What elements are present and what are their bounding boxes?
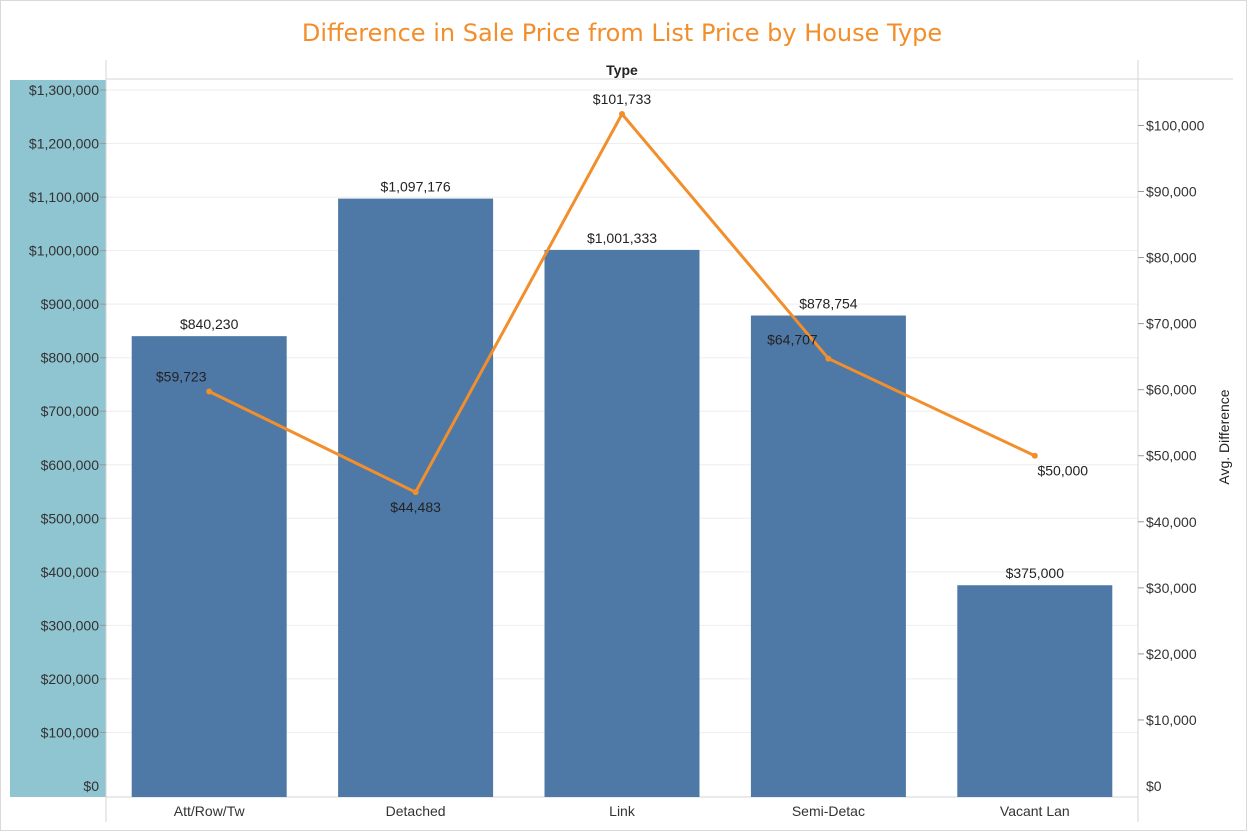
- bar-value-label: $1,097,176: [381, 179, 451, 195]
- line-series: [206, 111, 1038, 496]
- left-tick-label: $900,000: [41, 296, 100, 312]
- right-tick-label: $90,000: [1146, 184, 1197, 200]
- category-labels: Att/Row/Tw Detached Link Semi-Detac Vacant L…: [174, 803, 1070, 819]
- left-tick-label: $500,000: [41, 510, 100, 526]
- left-tick-label: $800,000: [41, 350, 100, 366]
- chart-title: Difference in Sale Price from List Price…: [302, 19, 942, 47]
- bar-value-label: $878,754: [799, 296, 858, 312]
- category-label: Semi-Detac: [792, 803, 865, 819]
- line-value-label: $50,000: [1037, 463, 1088, 479]
- left-tick-label: $400,000: [41, 564, 100, 580]
- right-tick-label: $70,000: [1146, 316, 1197, 332]
- left-tick-label: $300,000: [41, 617, 100, 633]
- category-label: Vacant Lan: [1000, 803, 1070, 819]
- line-value-label: $59,723: [156, 368, 207, 384]
- bar-vacant-lan: [957, 585, 1113, 797]
- right-tick-label: $10,000: [1146, 712, 1197, 728]
- right-tick-label: $80,000: [1146, 250, 1197, 266]
- right-tick-label: $0: [1146, 778, 1162, 794]
- bar-att-row-tw: [131, 336, 287, 797]
- category-label: Att/Row/Tw: [174, 803, 246, 819]
- bar-value-label: $1,001,333: [587, 230, 657, 246]
- left-tick-label: $100,000: [41, 724, 100, 740]
- right-tick-label: $40,000: [1146, 514, 1197, 530]
- left-tick-label: $1,000,000: [29, 243, 99, 259]
- right-tick-label: $50,000: [1146, 448, 1197, 464]
- bar-value-label: $840,230: [180, 316, 239, 332]
- line-value-label: $44,483: [390, 499, 441, 515]
- left-tick-label: $0: [83, 778, 99, 794]
- category-label: Link: [609, 803, 636, 819]
- left-tick-label: $200,000: [41, 671, 100, 687]
- x-axis-header: Type: [606, 62, 638, 78]
- right-tick-label: $20,000: [1146, 646, 1197, 662]
- bar-value-label: $375,000: [1006, 565, 1065, 581]
- left-axis-band: [10, 80, 106, 797]
- left-tick-label: $600,000: [41, 457, 100, 473]
- left-tick-label: $700,000: [41, 403, 100, 419]
- right-tick-label: $60,000: [1146, 382, 1197, 398]
- line-point: [412, 489, 419, 496]
- left-tick-label: $1,100,000: [29, 189, 99, 205]
- line-point: [1031, 452, 1038, 459]
- line-point: [206, 388, 213, 395]
- left-tick-label: $1,300,000: [29, 82, 99, 98]
- line-point: [825, 355, 832, 362]
- bars: [131, 198, 1113, 797]
- line-point: [619, 111, 625, 117]
- bar-link: [544, 249, 700, 797]
- right-tick-label: $100,000: [1146, 117, 1205, 133]
- bar-detached: [338, 198, 494, 797]
- left-axis-ticks: $0 $100,000 $200,000 $300,000 $400,000 $500,0…: [29, 82, 106, 794]
- data-labels: $840,230 $1,097,176 $1,001,333 $878,754 $375…: [156, 91, 1088, 581]
- right-axis-ticks: $0 $10,000 $20,000 $30,000 $40,000 $50,000 $60…: [1138, 117, 1205, 794]
- left-tick-label: $1,200,000: [29, 136, 99, 152]
- line-value-label: $101,733: [593, 91, 652, 107]
- bar-semi-detac: [750, 315, 906, 797]
- right-tick-label: $30,000: [1146, 580, 1197, 596]
- category-label: Detached: [386, 803, 446, 819]
- right-axis-title: Avg. Difference: [1216, 389, 1232, 484]
- line-value-label: $64,707: [767, 332, 818, 348]
